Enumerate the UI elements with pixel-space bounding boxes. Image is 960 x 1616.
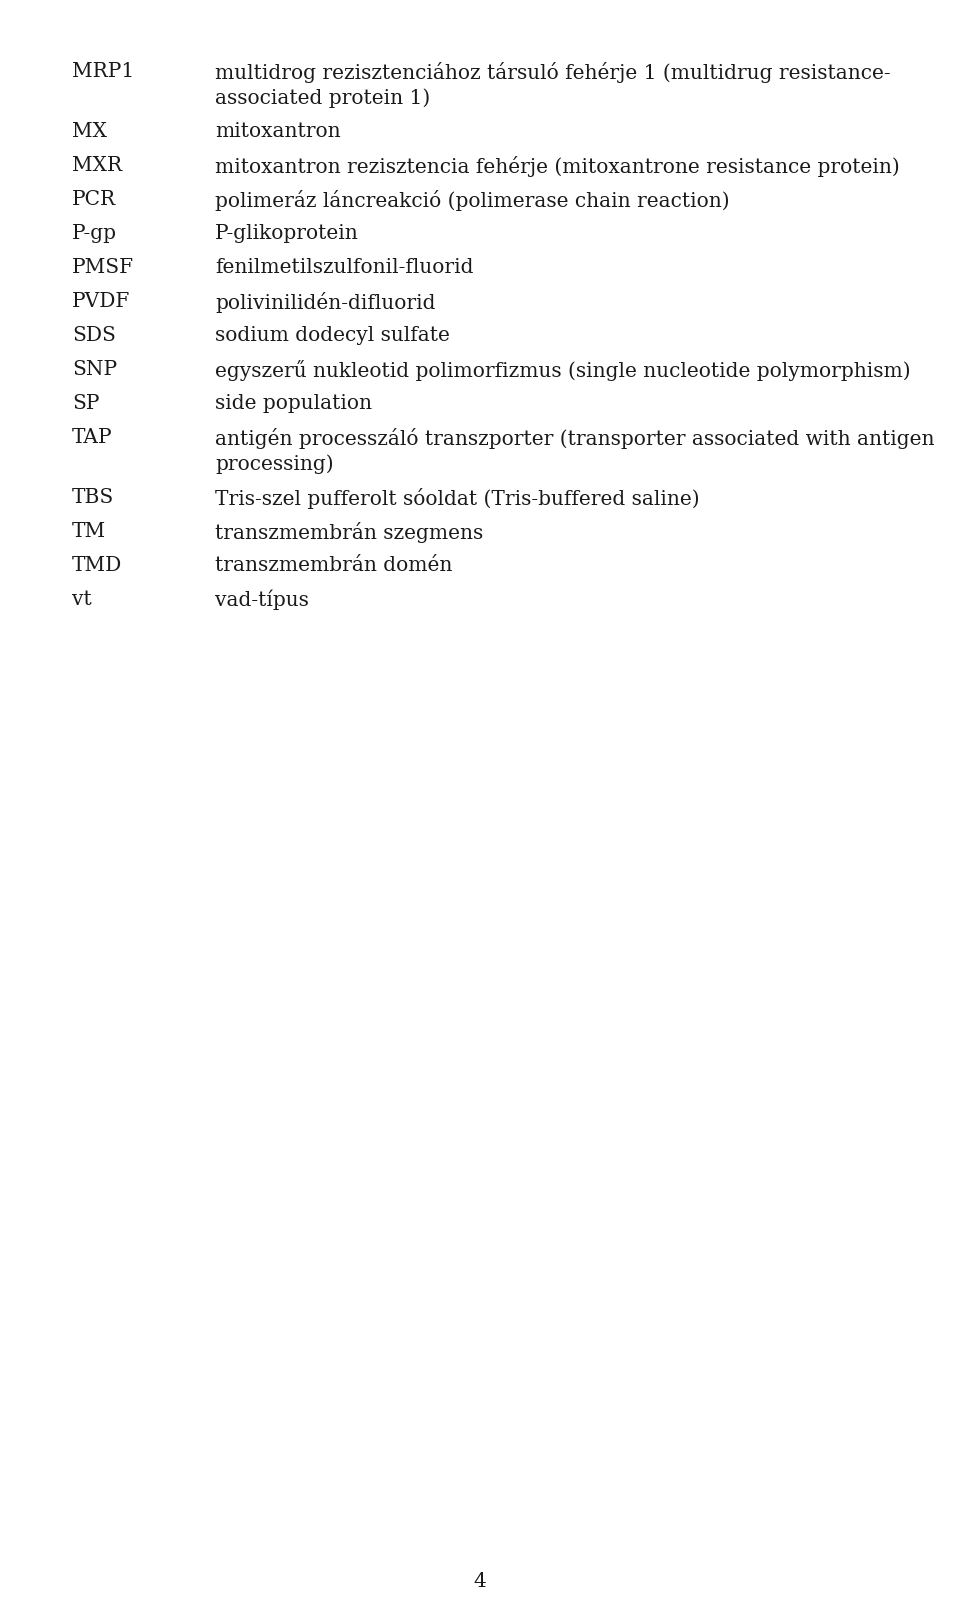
Text: associated protein 1): associated protein 1) xyxy=(215,87,430,108)
Text: Tris-szel pufferolt sóoldat (Tris-buffered saline): Tris-szel pufferolt sóoldat (Tris-buffer… xyxy=(215,488,700,509)
Text: MXR: MXR xyxy=(72,157,122,175)
Text: mitoxantron: mitoxantron xyxy=(215,121,341,141)
Text: sodium dodecyl sulfate: sodium dodecyl sulfate xyxy=(215,326,450,344)
Text: TAP: TAP xyxy=(72,428,112,448)
Text: PMSF: PMSF xyxy=(72,259,134,276)
Text: fenilmetilszulfonil-fluorid: fenilmetilszulfonil-fluorid xyxy=(215,259,473,276)
Text: TM: TM xyxy=(72,522,107,541)
Text: vad-típus: vad-típus xyxy=(215,590,309,611)
Text: transzmembrán szegmens: transzmembrán szegmens xyxy=(215,522,483,543)
Text: egyszerű nukleotid polimorfizmus (single nucleotide polymorphism): egyszerű nukleotid polimorfizmus (single… xyxy=(215,360,911,381)
Text: P-gp: P-gp xyxy=(72,225,117,242)
Text: PCR: PCR xyxy=(72,191,116,208)
Text: polimeráz láncreakció (polimerase chain reaction): polimeráz láncreakció (polimerase chain … xyxy=(215,191,730,212)
Text: SP: SP xyxy=(72,394,100,414)
Text: MRP1: MRP1 xyxy=(72,61,134,81)
Text: PVDF: PVDF xyxy=(72,292,131,310)
Text: TMD: TMD xyxy=(72,556,122,575)
Text: SNP: SNP xyxy=(72,360,117,380)
Text: polivinilidén-difluorid: polivinilidén-difluorid xyxy=(215,292,436,314)
Text: transzmembrán domén: transzmembrán domén xyxy=(215,556,452,575)
Text: P-glikoprotein: P-glikoprotein xyxy=(215,225,359,242)
Text: antigén processzáló transzporter (transporter associated with antigen: antigén processzáló transzporter (transp… xyxy=(215,428,934,449)
Text: side population: side population xyxy=(215,394,372,414)
Text: mitoxantron rezisztencia fehérje (mitoxantrone resistance protein): mitoxantron rezisztencia fehérje (mitoxa… xyxy=(215,157,900,178)
Text: TBS: TBS xyxy=(72,488,114,507)
Text: multidrog rezisztenciához társuló fehérje 1 (multidrug resistance-: multidrog rezisztenciához társuló fehérj… xyxy=(215,61,891,82)
Text: SDS: SDS xyxy=(72,326,116,344)
Text: MX: MX xyxy=(72,121,107,141)
Text: 4: 4 xyxy=(473,1572,487,1592)
Text: processing): processing) xyxy=(215,454,334,473)
Text: vt: vt xyxy=(72,590,92,609)
